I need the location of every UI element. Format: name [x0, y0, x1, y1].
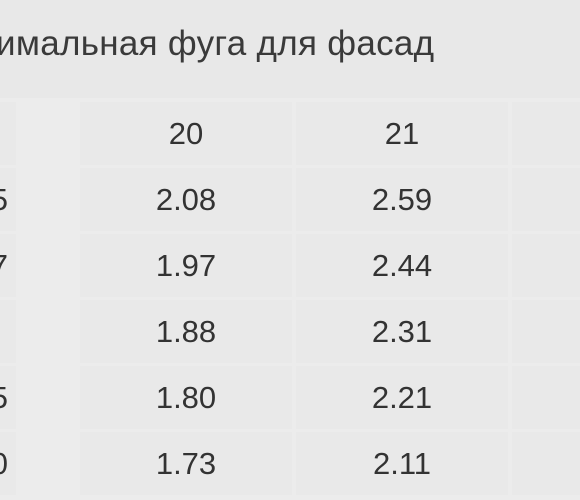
row-label: 5: [0, 168, 16, 231]
row-label: 5: [0, 366, 16, 429]
table-cell: 2.21: [296, 366, 508, 429]
table-cell: [512, 168, 580, 231]
title: имальная фуга для фасад: [0, 24, 435, 63]
header-cell: [512, 102, 580, 165]
table-cell: 2.11: [296, 432, 508, 495]
row-label: 7: [0, 234, 16, 297]
title-band: имальная фуга для фасад: [0, 0, 580, 98]
column-header: 20: [80, 102, 292, 165]
table-cell: [512, 300, 580, 363]
table-cell: 2.08: [80, 168, 292, 231]
table-cell: 2.44: [296, 234, 508, 297]
table-cell: [512, 432, 580, 495]
table-cell: 1.97: [80, 234, 292, 297]
column-header: 21: [296, 102, 508, 165]
table-cell: 1.88: [80, 300, 292, 363]
table-cell: 1.73: [80, 432, 292, 495]
table-cell: 1.80: [80, 366, 292, 429]
header-cell: [0, 102, 16, 165]
table-cell: [512, 366, 580, 429]
table-cell: [512, 234, 580, 297]
table-cell: 2.59: [296, 168, 508, 231]
table-cell: 2.31: [296, 300, 508, 363]
row-label: [0, 300, 16, 363]
row-label: 0: [0, 432, 16, 495]
